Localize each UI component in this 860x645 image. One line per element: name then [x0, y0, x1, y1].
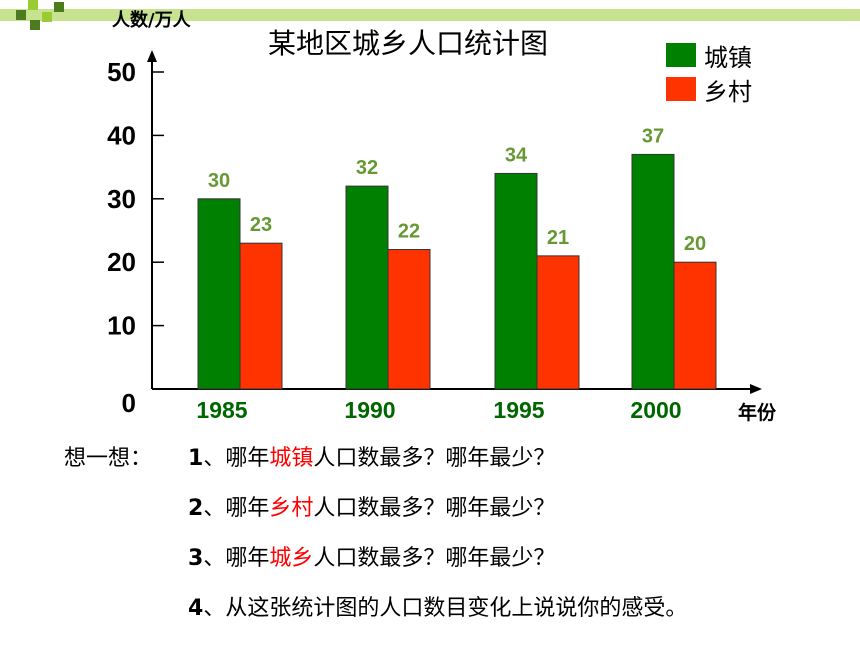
- question-list: 想一想： 1、哪年城镇人口数最多？哪年最少？ 2、哪年乡村人口数最多？哪年最少？…: [64, 440, 854, 640]
- bar-urban: [345, 185, 389, 390]
- question-text-start: 哪年: [225, 496, 270, 521]
- question-separator: 、: [203, 446, 226, 471]
- legend-item-urban: 城镇: [666, 38, 752, 72]
- legend-item-rural: 乡村: [666, 72, 752, 106]
- bar-rural: [387, 249, 431, 390]
- y-tick-label: 30: [107, 184, 136, 214]
- chart-legend: 城镇 乡村: [666, 38, 752, 106]
- bar-rural: [536, 255, 580, 390]
- deco-square: [30, 20, 40, 30]
- question-text-end: 人口数最多？哪年最少？: [313, 446, 556, 471]
- deco-square: [54, 2, 64, 12]
- x-tick-label: 1990: [344, 397, 395, 423]
- y-axis-arrow: [147, 50, 157, 62]
- data-label: 21: [547, 227, 569, 249]
- y-tick-label: 20: [107, 247, 136, 277]
- bar-rural: [239, 242, 283, 390]
- question-row-4: 4、从这张统计图的人口数目变化上说说你的感受。: [64, 590, 854, 640]
- y-tick-label: 10: [107, 311, 136, 341]
- bar-rural: [673, 261, 717, 390]
- y-tick-label: 0: [122, 388, 136, 418]
- chart-title: 某地区城乡人口统计图: [268, 27, 549, 60]
- deco-square: [16, 10, 26, 20]
- question-row-3: 3、哪年城乡人口数最多？哪年最少？: [64, 540, 854, 590]
- question-number: 2: [188, 496, 204, 521]
- question-number: 4: [188, 596, 204, 621]
- decorative-header-bar: [0, 0, 860, 30]
- x-tick-label: 2000: [630, 397, 681, 423]
- header-strip: [0, 9, 860, 21]
- y-tick-label: 50: [107, 57, 136, 87]
- bar-urban: [197, 198, 241, 390]
- deco-square: [42, 12, 52, 22]
- data-label: 37: [642, 125, 664, 147]
- question-1: 1、哪年城镇人口数最多？哪年最少？: [188, 440, 555, 472]
- bar-urban: [631, 153, 675, 390]
- legend-swatch-urban: [666, 43, 696, 67]
- question-text-end: 人口数最多？哪年最少？: [313, 496, 556, 521]
- y-axis-label: 人数/万人: [112, 10, 191, 31]
- data-label: 23: [250, 214, 272, 236]
- data-label: 22: [398, 221, 420, 243]
- x-tick-label: 1985: [196, 397, 247, 423]
- legend-label-rural: 乡村: [704, 77, 752, 106]
- question-text-start: 哪年: [225, 446, 270, 471]
- question-2: 2、哪年乡村人口数最多？哪年最少？: [188, 490, 555, 522]
- question-highlight: 城乡: [269, 546, 314, 571]
- question-text-start: 从这张统计图的人口数目变化上说说你的感受。: [225, 596, 688, 621]
- x-axis-label: 年份: [738, 402, 777, 424]
- question-separator: 、: [203, 546, 226, 571]
- question-number: 3: [188, 546, 204, 571]
- data-label: 30: [208, 170, 230, 192]
- x-tick-label: 1995: [493, 397, 544, 423]
- legend-swatch-rural: [666, 77, 696, 101]
- bar-urban: [494, 172, 538, 390]
- question-highlight: 乡村: [269, 496, 314, 521]
- legend-label-urban: 城镇: [704, 43, 752, 72]
- question-text-start: 哪年: [225, 546, 270, 571]
- y-tick-label: 40: [107, 120, 136, 150]
- x-axis-arrow: [750, 384, 762, 394]
- question-row-2: 2、哪年乡村人口数最多？哪年最少？: [64, 490, 854, 540]
- question-number: 1: [188, 446, 204, 471]
- data-label: 34: [505, 144, 528, 166]
- bar-chart: 0 10 20 30 40 50 30 23 1985 32 22 1990 34 21 1995 37 20 2…: [107, 50, 762, 423]
- data-label: 32: [356, 157, 378, 179]
- think-prompt: 想一想：: [64, 446, 153, 471]
- deco-square: [28, 0, 38, 10]
- question-separator: 、: [203, 596, 226, 621]
- question-row-1: 想一想： 1、哪年城镇人口数最多？哪年最少？: [64, 440, 854, 490]
- question-text-end: 人口数最多？哪年最少？: [313, 546, 556, 571]
- data-label: 20: [684, 233, 706, 255]
- question-3: 3、哪年城乡人口数最多？哪年最少？: [188, 540, 555, 572]
- question-4: 4、从这张统计图的人口数目变化上说说你的感受。: [188, 590, 687, 622]
- question-separator: 、: [203, 496, 226, 521]
- question-highlight: 城镇: [269, 446, 314, 471]
